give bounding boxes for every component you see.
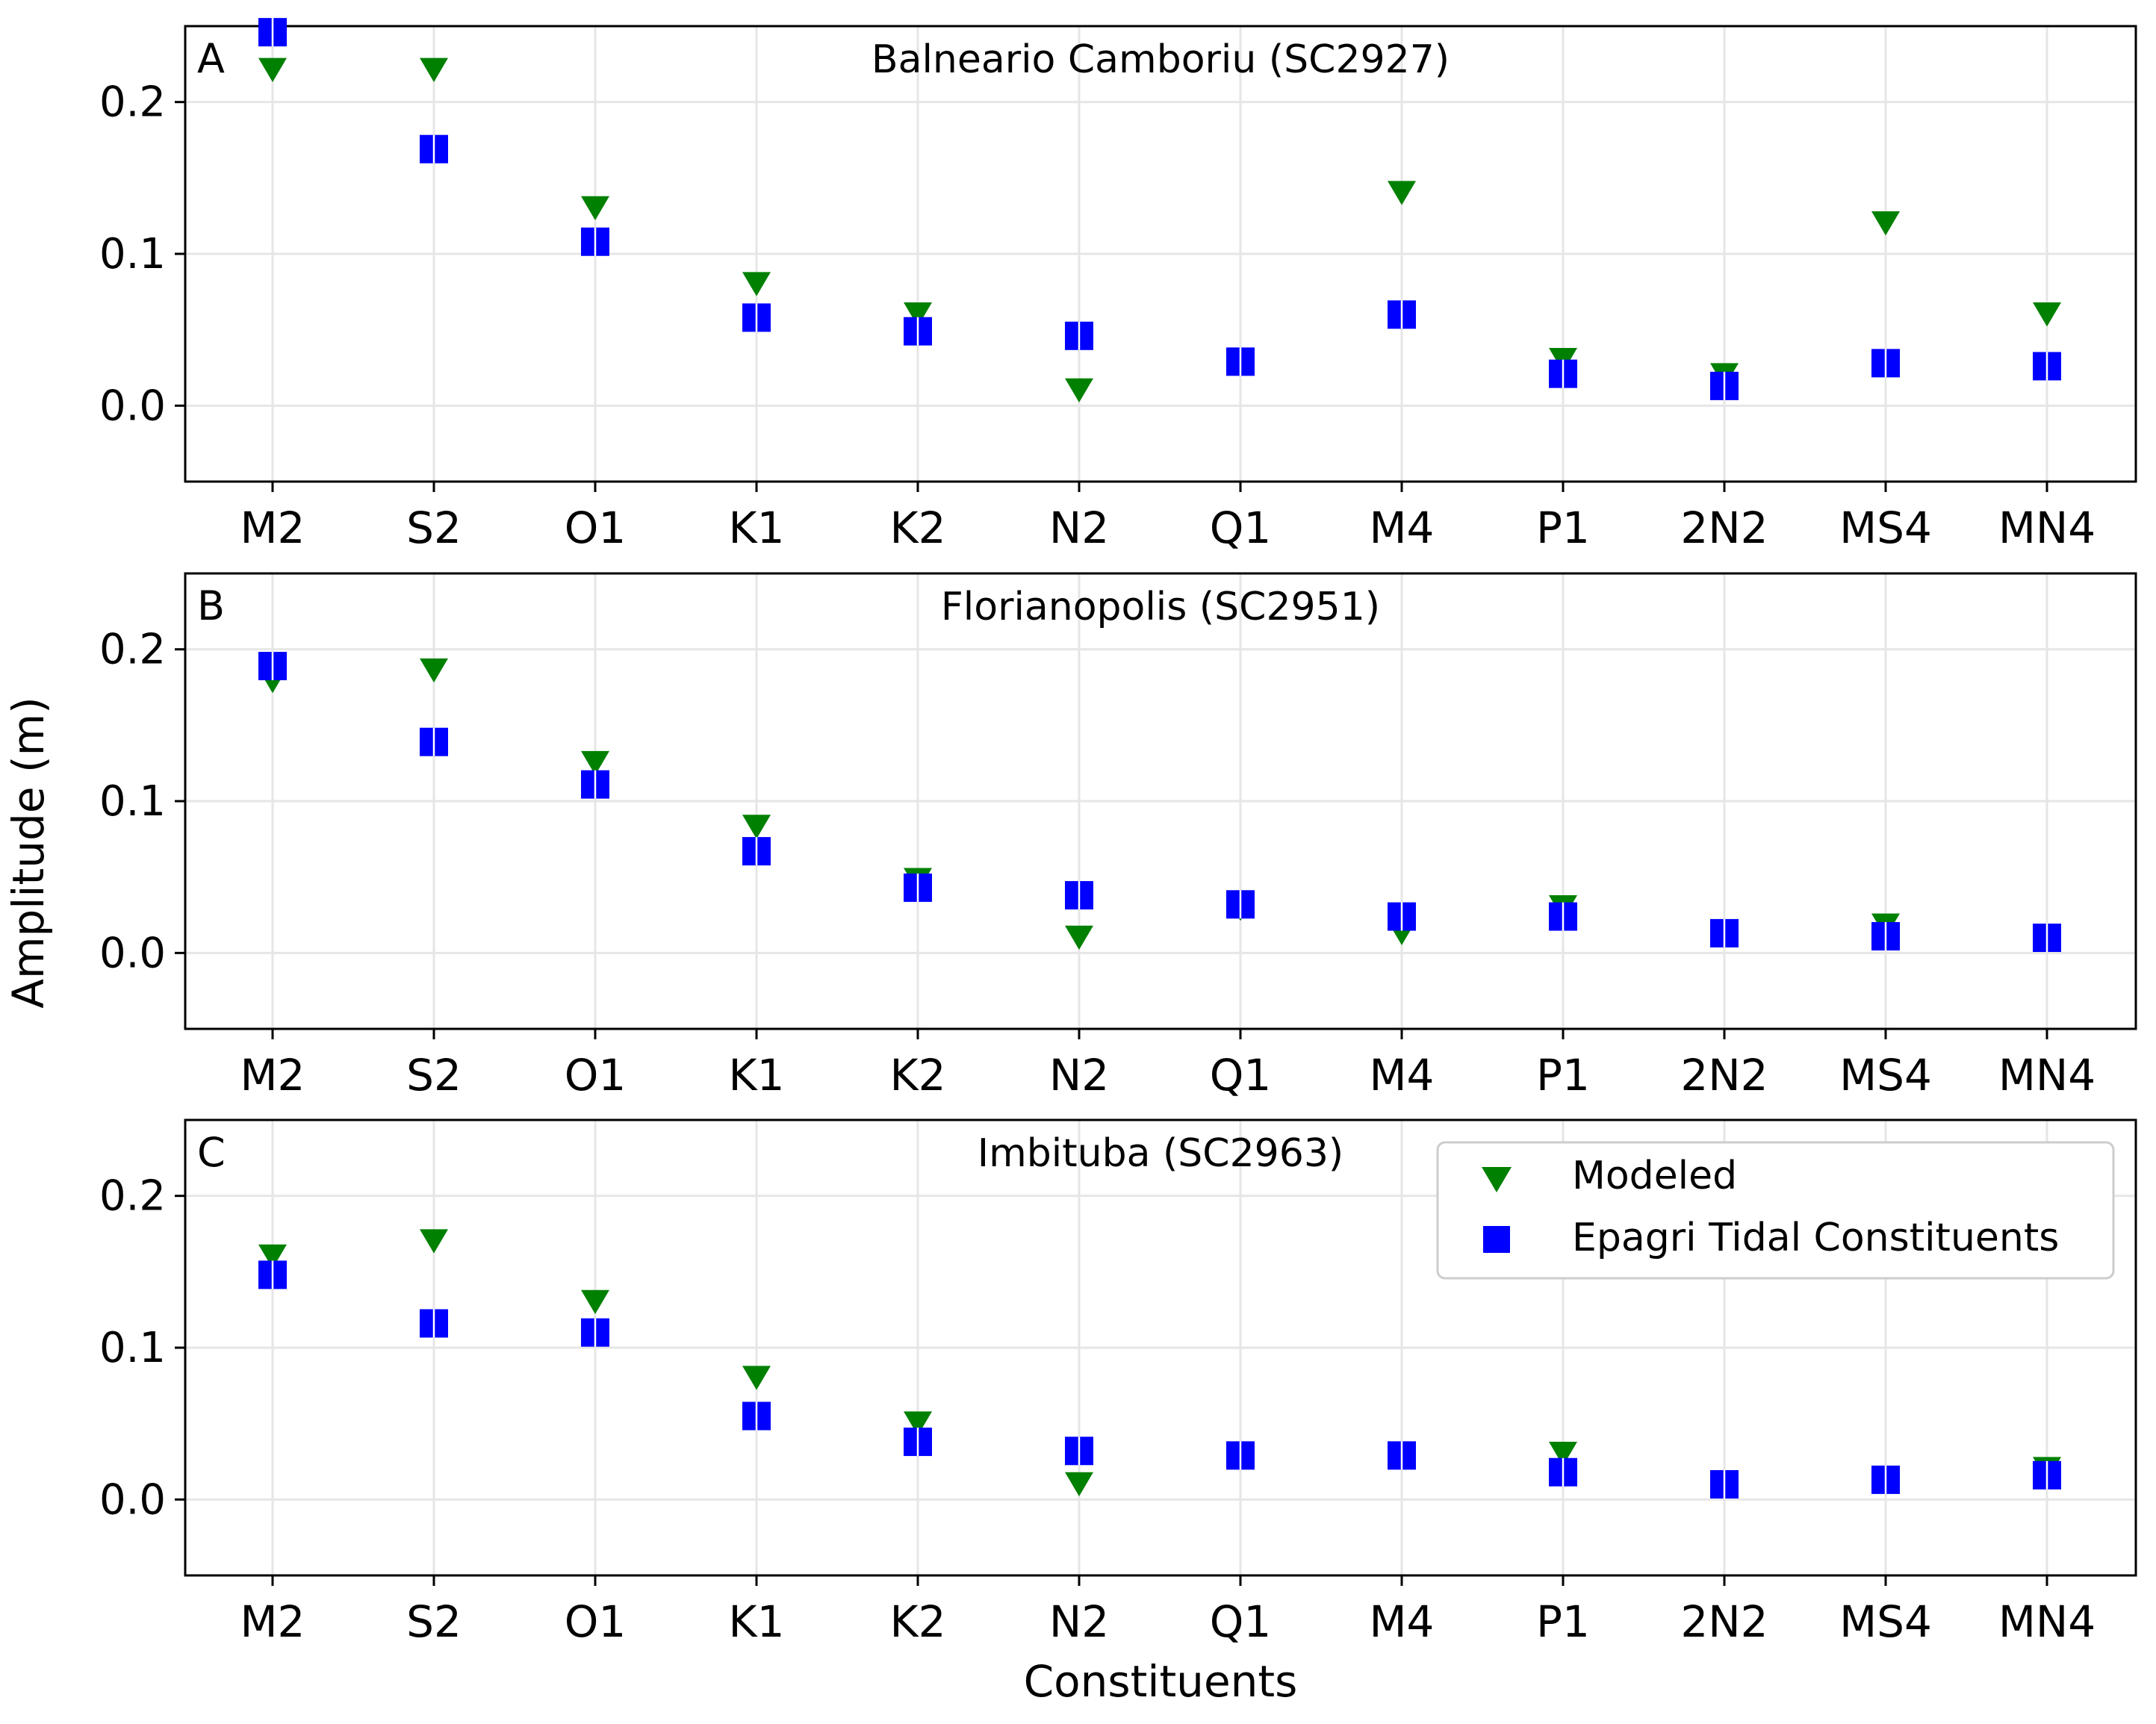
modeled-point [258,1244,287,1269]
modeled-point [1065,1472,1093,1497]
x-tick-label: MN4 [1998,1050,2096,1101]
x-tick-label: N2 [1049,1050,1109,1101]
x-tick-label: K1 [729,1050,785,1101]
y-tick-label: 0.1 [99,230,166,278]
modeled-point [2033,302,2061,327]
panel-letter: C [197,1129,226,1176]
x-tick-label: S2 [406,1050,462,1101]
x-tick-label: O1 [565,502,627,553]
modeled-point [420,57,448,82]
modeled-point [1549,1442,1577,1466]
legend-label-modeled: Modeled [1572,1154,1737,1198]
x-tick-label: O1 [565,1596,627,1647]
x-tick-label: MN4 [1998,502,2096,553]
x-tick-label: O1 [565,1050,627,1101]
legend-frame [1436,1141,2115,1280]
panel-letter: A [197,35,225,82]
x-axis-label: Constituents [1024,1656,1298,1707]
x-tick-label: N2 [1049,502,1109,553]
modeled-point [904,302,932,327]
panel-a: 0.0 0.1 0.2 M2 S2 O1 K1 K2 N2 Q1 M4 P1 2N2 MS4 MN4 A Bal… [99,18,2137,553]
x-tick-label: 2N2 [1680,1050,1768,1101]
modeled-point [742,815,771,839]
x-tick-label: 2N2 [1680,1596,1768,1647]
panel-c: 0.0 0.1 0.2 M2 S2 O1 K1 K2 N2 Q1 M4 P1 2N2 MS4 MN4 C Imb… [99,1118,2137,1647]
panel-title: Balneario Camboriu (SC2927) [872,37,1450,82]
x-tick-label: Q1 [1210,1596,1272,1647]
x-tick-label: M2 [240,1596,305,1647]
x-tick-label: K1 [729,1596,785,1647]
x-tick-label: MS4 [1839,502,1932,553]
modeled-point [420,658,448,683]
x-tick-label: M4 [1370,1596,1435,1647]
panel-title: Florianopolis (SC2951) [941,585,1380,629]
modeled-point [420,1229,448,1254]
x-tick-label: S2 [406,1596,462,1647]
x-tick-label: M2 [240,1050,305,1101]
x-tick-label: MN4 [1998,1596,2096,1647]
legend: Modeled Epagri Tidal Constituents [1436,1141,2115,1280]
panel-letter: B [197,582,225,629]
y-tick-label: 0.0 [99,929,166,977]
x-tick-label: Q1 [1210,1050,1272,1101]
modeled-point [258,57,287,82]
legend-marker-modeled [1482,1167,1512,1192]
x-tick-label: MS4 [1839,1050,1932,1101]
x-tick-label: M2 [240,502,305,553]
y-tick-label: 0.0 [99,1475,166,1524]
x-tick-label: K2 [890,502,946,553]
modeled-point [904,1411,932,1436]
x-tick-label: P1 [1536,1596,1590,1647]
modeled-point [742,1366,771,1390]
x-tick-label: MS4 [1839,1596,1932,1647]
y-tick-label: 0.1 [99,777,166,826]
x-tick-label: 2N2 [1680,502,1768,553]
modeled-point [1065,378,1093,403]
panel-b: 0.0 0.1 0.2 M2 S2 O1 K1 K2 N2 Q1 M4 P1 2N2 MS4 MN4 B Flo… [99,572,2137,1101]
y-tick-label: 0.2 [99,78,166,127]
x-tick-label: P1 [1536,502,1590,553]
modeled-point [1388,181,1416,205]
x-tick-label: P1 [1536,1050,1590,1101]
x-tick-label: M4 [1370,502,1435,553]
legend-marker-epagri [1483,1226,1510,1253]
y-tick-label: 0.1 [99,1324,166,1372]
x-tick-label: N2 [1049,1596,1109,1647]
modeled-point [581,750,609,776]
panel-title: Imbituba (SC2963) [978,1131,1343,1176]
modeled-point [581,1289,609,1315]
y-axis-label: Amplitude (m) [3,697,54,1008]
modeled-point [581,196,609,221]
x-tick-label: S2 [406,502,462,553]
legend-entries [1482,1167,1512,1253]
legend-label-epagri: Epagri Tidal Constituents [1572,1216,2059,1260]
x-tick-label: K1 [729,502,785,553]
y-tick-label: 0.2 [99,1172,166,1221]
y-tick-label: 0.2 [99,626,166,674]
panels: 0.0 0.1 0.2 M2 S2 O1 K1 K2 N2 Q1 M4 P1 2N2 MS4 MN4 A Bal… [99,18,2137,1647]
modeled-point [1871,211,1900,236]
modeled-point [1065,925,1093,950]
x-tick-label: K2 [890,1050,946,1101]
x-tick-label: Q1 [1210,502,1272,553]
x-tick-label: K2 [890,1596,946,1647]
modeled-point [742,272,771,296]
x-tick-label: M4 [1370,1050,1435,1101]
y-tick-label: 0.0 [99,382,166,430]
